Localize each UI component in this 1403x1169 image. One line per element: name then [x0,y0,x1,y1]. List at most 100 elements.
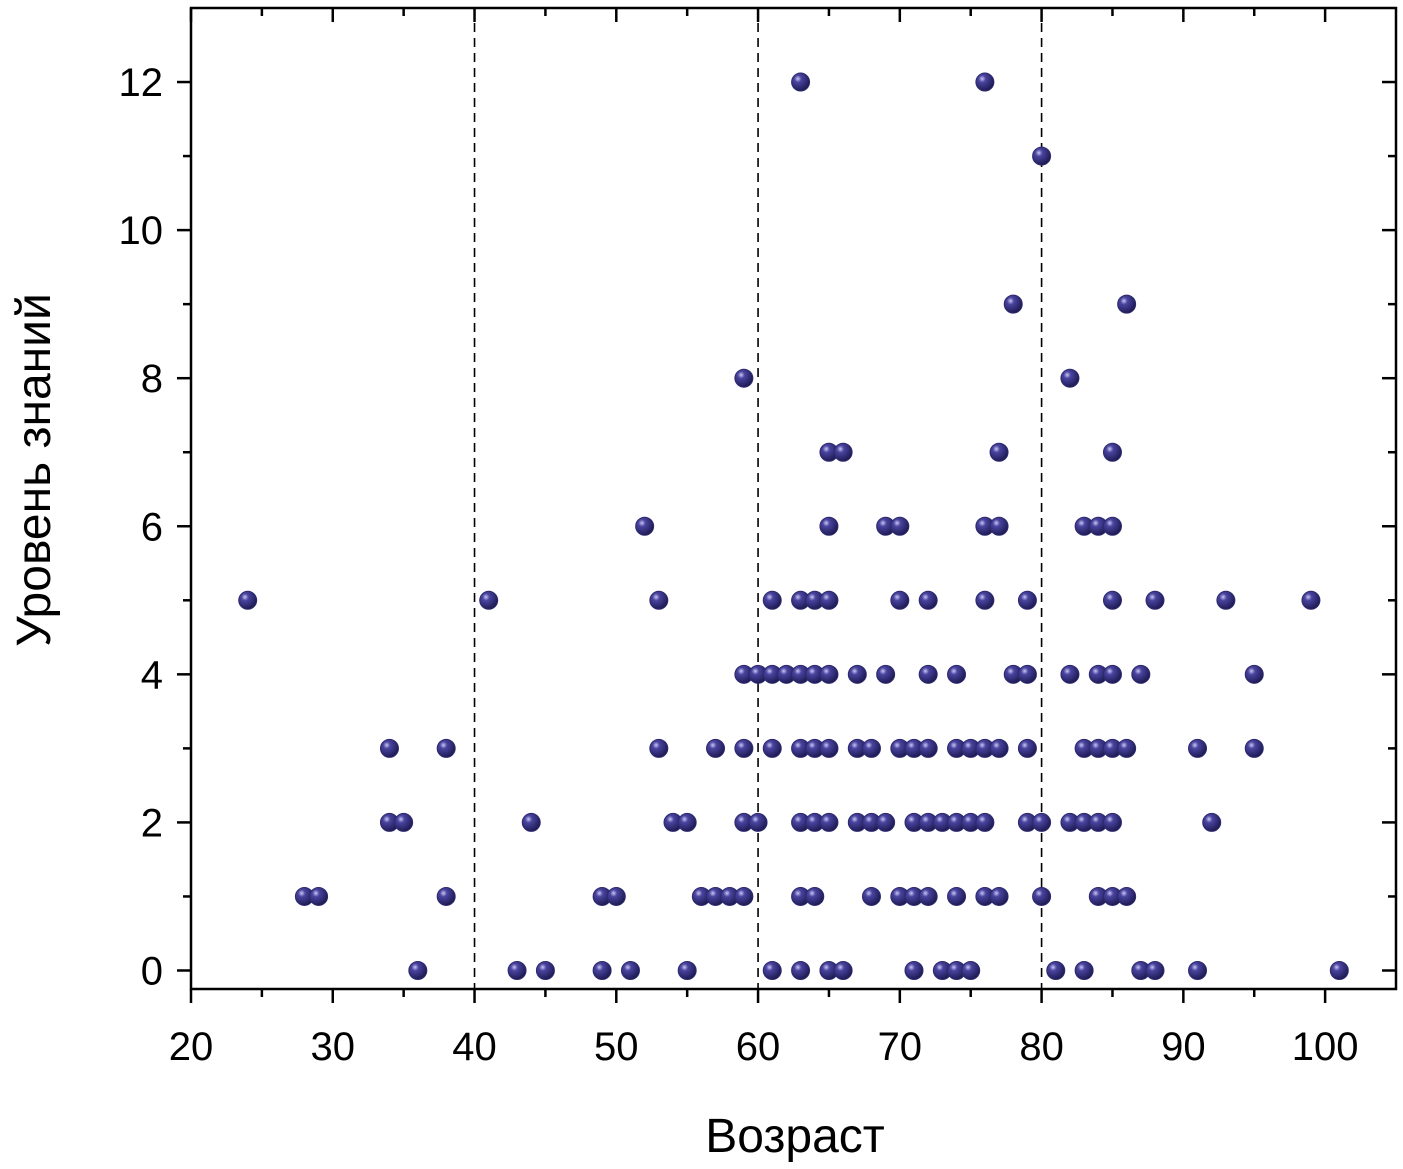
data-point [734,886,754,906]
x-tick-label-50: 50 [594,1025,639,1069]
data-point [677,812,697,832]
data-point [762,960,782,980]
data-point [833,442,853,462]
data-point [975,72,995,92]
data-point [606,886,626,906]
y-tick-label-2: 2 [141,801,163,845]
y-tick-labels: 0 2 4 6 8 10 12 [119,61,164,993]
x-tick-label-70: 70 [878,1025,923,1069]
data-point [379,738,399,758]
data-point [1145,590,1165,610]
data-point [1032,886,1052,906]
data-point [1117,886,1137,906]
x-axis-title: Возраст [705,1110,885,1163]
data-point [1244,738,1264,758]
y-tick-label-10: 10 [119,209,164,253]
data-point [833,960,853,980]
data-point [706,738,726,758]
data-point [1102,516,1122,536]
data-point [876,664,896,684]
data-point [762,738,782,758]
data-point [309,886,329,906]
data-point [1032,146,1052,166]
data-point [791,72,811,92]
data-point [890,516,910,536]
data-point [1032,812,1052,832]
data-point [961,960,981,980]
data-point [918,590,938,610]
data-point [1117,738,1137,758]
data-point [535,960,555,980]
data-point [904,960,924,980]
data-point [918,886,938,906]
data-point [592,960,612,980]
data-point [861,738,881,758]
data-point [507,960,527,980]
data-point [1244,664,1264,684]
data-point [762,590,782,610]
data-point [1188,960,1208,980]
data-point [436,738,456,758]
data-point [989,442,1009,462]
data-point [394,812,414,832]
data-point [1060,664,1080,684]
data-point [890,590,910,610]
reference-lines [473,8,1043,989]
data-point [1102,590,1122,610]
data-point [989,516,1009,536]
axis-ticks [177,8,1396,1003]
data-point [847,664,867,684]
data-point [1046,960,1066,980]
x-tick-label-30: 30 [311,1025,356,1069]
data-point [479,590,499,610]
data-point [1202,812,1222,832]
data-point [1017,590,1037,610]
data-point [635,516,655,536]
data-point [819,664,839,684]
plot-frame [189,6,1398,991]
data-point [1117,294,1137,314]
data-point [1131,664,1151,684]
data-point [238,590,258,610]
data-point [819,738,839,758]
data-point [1074,960,1094,980]
data-point [876,812,896,832]
data-point [989,886,1009,906]
y-tick-label-6: 6 [141,505,163,549]
data-point [819,516,839,536]
data-point [1188,738,1208,758]
data-point [989,738,1009,758]
data-point [1017,664,1037,684]
data-point [521,812,541,832]
x-tick-label-20: 20 [169,1025,214,1069]
data-point [1102,442,1122,462]
x-tick-labels: 20 30 40 50 60 70 80 90 100 [169,1025,1359,1069]
data-point [649,590,669,610]
data-point [861,886,881,906]
y-tick-label-4: 4 [141,653,163,697]
data-point [1003,294,1023,314]
data-points [238,72,1349,980]
data-point [1017,738,1037,758]
data-point [819,812,839,832]
data-point [677,960,697,980]
data-point [649,738,669,758]
x-tick-label-90: 90 [1161,1025,1206,1069]
x-tick-label-80: 80 [1019,1025,1064,1069]
data-point [1145,960,1165,980]
data-point [620,960,640,980]
data-point [791,960,811,980]
x-tick-label-40: 40 [452,1025,497,1069]
x-tick-label-60: 60 [736,1025,781,1069]
data-point [1102,812,1122,832]
data-point [975,812,995,832]
data-point [1102,664,1122,684]
data-point [734,738,754,758]
y-tick-label-12: 12 [119,61,164,105]
data-point [1301,590,1321,610]
data-point [918,664,938,684]
data-point [748,812,768,832]
data-point [918,738,938,758]
data-point [819,590,839,610]
